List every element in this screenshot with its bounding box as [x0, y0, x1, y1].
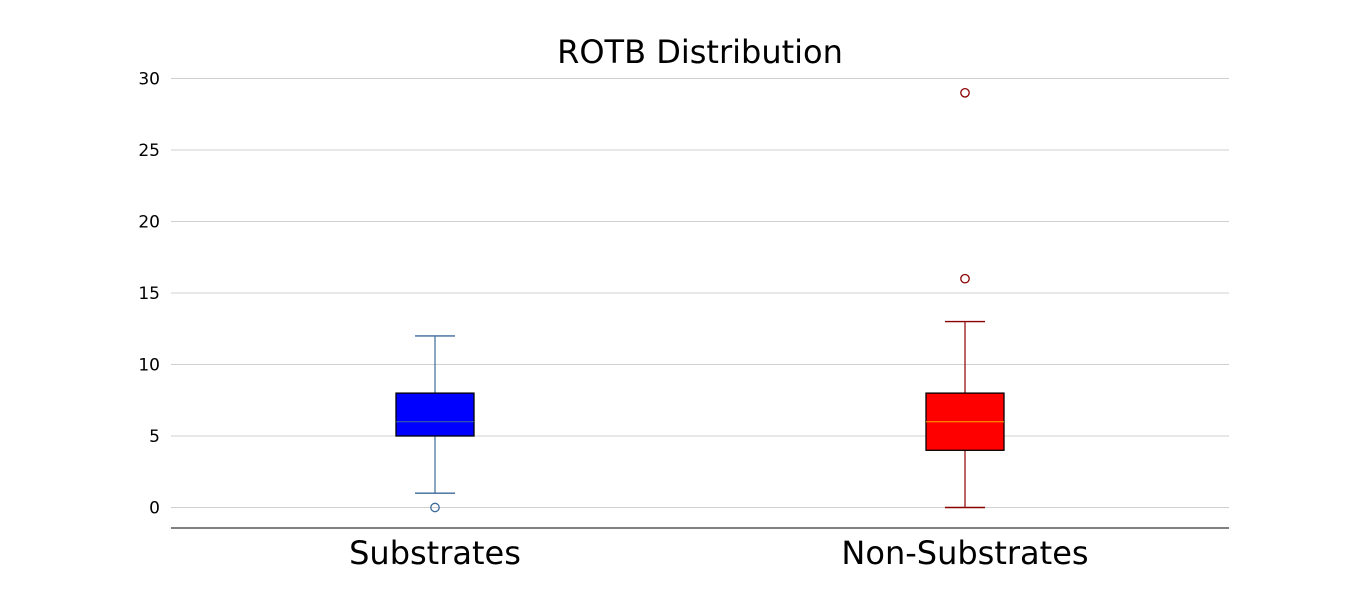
outlier-point — [960, 273, 970, 284]
iqr-box — [395, 392, 475, 437]
x-tick-label: Non-Substrates — [841, 534, 1088, 572]
box-non-substrates — [925, 87, 1005, 509]
boxes — [395, 87, 1005, 513]
box-substrates — [395, 335, 475, 513]
outlier-point — [430, 502, 440, 513]
y-axis-ticks: 0 5 10 15 20 25 30 — [138, 70, 160, 519]
y-tick-label: 15 — [138, 284, 160, 304]
chart-title: ROTB Distribution — [557, 33, 843, 71]
y-tick-label: 25 — [138, 141, 160, 161]
x-tick-label: Substrates — [349, 534, 521, 572]
y-tick-label: 5 — [149, 427, 160, 447]
x-axis-labels: Substrates Non-Substrates — [349, 534, 1088, 572]
y-tick-label: 10 — [138, 356, 160, 376]
y-tick-label: 30 — [138, 70, 160, 90]
grid-lines — [171, 78, 1229, 508]
y-tick-label: 0 — [149, 499, 160, 519]
outlier-point — [960, 87, 970, 98]
y-tick-label: 20 — [138, 213, 160, 233]
